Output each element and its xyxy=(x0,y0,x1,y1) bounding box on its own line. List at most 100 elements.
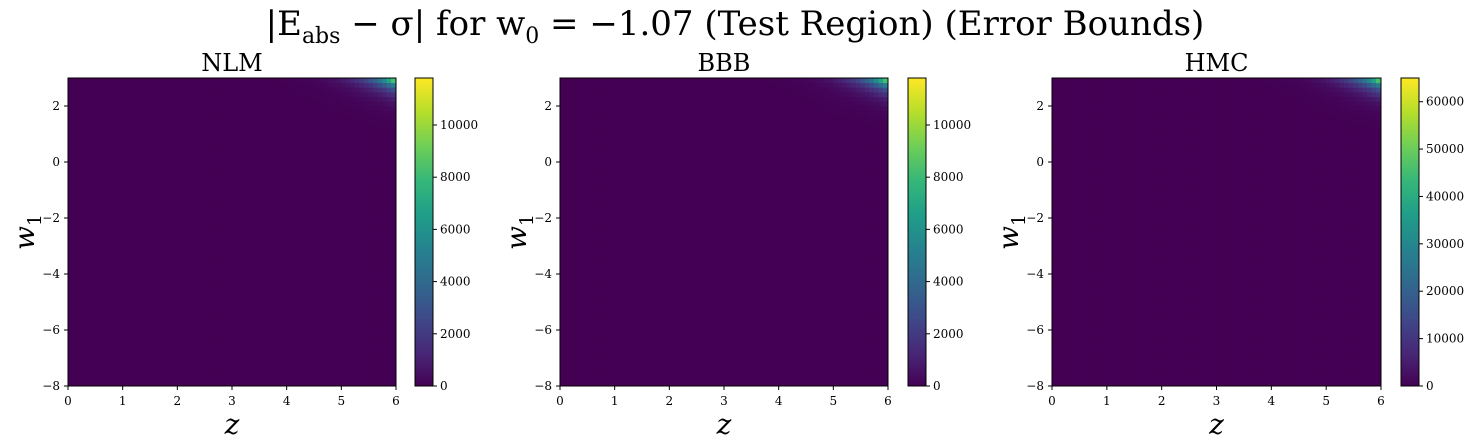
heatmap-cell xyxy=(327,264,333,270)
heatmap-cell xyxy=(386,366,392,373)
colorbar-segment xyxy=(415,226,433,230)
heatmap-cell xyxy=(145,245,151,252)
heatmap-cell xyxy=(186,217,192,224)
y-axis-label: w1 xyxy=(8,214,46,250)
heatmap-cell xyxy=(176,292,183,298)
heatmap-cell xyxy=(231,329,237,336)
heatmap-cell xyxy=(204,156,210,163)
heatmap-cell xyxy=(331,324,338,331)
heatmap-cell xyxy=(195,329,201,336)
heatmap-cell xyxy=(318,282,324,289)
heatmap-cell xyxy=(559,231,565,238)
heatmap-cell xyxy=(154,161,160,168)
heatmap-cell xyxy=(350,254,356,261)
heatmap-cell xyxy=(236,133,242,140)
heatmap-cell xyxy=(336,273,342,280)
heatmap-cell xyxy=(559,315,565,322)
heatmap-cell xyxy=(377,114,383,121)
heatmap-cell xyxy=(181,254,187,261)
heatmap-cell xyxy=(154,198,160,205)
heatmap-cell xyxy=(313,296,319,303)
heatmap-cell xyxy=(340,82,347,88)
colorbar-segment xyxy=(415,365,433,369)
heatmap-cell xyxy=(377,166,383,172)
heatmap-cell xyxy=(281,142,288,149)
heatmap-cell xyxy=(186,82,192,88)
heatmap-cell xyxy=(122,180,128,186)
heatmap-cell xyxy=(85,264,92,270)
heatmap-cell xyxy=(186,91,192,98)
heatmap-cell xyxy=(222,306,228,312)
heatmap-cell xyxy=(81,287,87,294)
heatmap-cell xyxy=(336,208,342,214)
heatmap-cell xyxy=(131,268,137,275)
heatmap-cell xyxy=(345,138,351,144)
heatmap-cell xyxy=(227,119,233,126)
heatmap-cell xyxy=(327,273,333,280)
heatmap-cell xyxy=(76,306,83,312)
heatmap-cell xyxy=(72,180,78,186)
heatmap-cell xyxy=(277,198,283,205)
heatmap-cell xyxy=(145,110,151,116)
heatmap-cell xyxy=(564,380,570,387)
heatmap-cell xyxy=(327,320,333,326)
heatmap-cell xyxy=(113,287,119,294)
heatmap-cell xyxy=(117,236,124,242)
heatmap-cell xyxy=(327,348,333,354)
heatmap-cell xyxy=(345,208,351,214)
heatmap-cell xyxy=(167,320,174,326)
heatmap-cell xyxy=(381,245,388,252)
heatmap-cell xyxy=(145,320,151,326)
heatmap-cell xyxy=(359,329,365,336)
heatmap-cell xyxy=(331,128,338,135)
heatmap-cell xyxy=(172,128,178,135)
heatmap-cell xyxy=(72,250,78,256)
heatmap-cell xyxy=(67,250,73,256)
heatmap-cell xyxy=(318,226,324,233)
heatmap-cell xyxy=(304,287,310,294)
heatmap-cell xyxy=(381,156,388,163)
heatmap-cell xyxy=(313,240,319,247)
heatmap-cell xyxy=(345,184,351,191)
heatmap-cell xyxy=(154,273,160,280)
heatmap-cell xyxy=(113,352,119,359)
heatmap-cell xyxy=(131,287,137,294)
heatmap-cell xyxy=(204,357,210,364)
heatmap-cell xyxy=(290,180,297,186)
heatmap-cell xyxy=(231,147,237,154)
heatmap-cell xyxy=(340,142,347,149)
heatmap-cell xyxy=(131,292,137,298)
heatmap-cell xyxy=(126,306,133,312)
heatmap-cell xyxy=(149,250,155,256)
heatmap-cell xyxy=(176,152,183,158)
heatmap-cell xyxy=(381,250,388,256)
heatmap-cell xyxy=(126,273,133,280)
heatmap-cell xyxy=(199,114,206,121)
heatmap-cell xyxy=(368,156,374,163)
heatmap-cell xyxy=(99,348,105,354)
heatmap-cell xyxy=(331,236,338,242)
heatmap-cell xyxy=(258,203,265,210)
heatmap-cell xyxy=(204,208,210,214)
heatmap-cell xyxy=(381,138,388,144)
heatmap-cell xyxy=(258,301,265,308)
heatmap-cell xyxy=(94,268,101,275)
heatmap-cell xyxy=(163,119,169,126)
heatmap-cell xyxy=(222,264,228,270)
heatmap-cell xyxy=(331,138,338,144)
heatmap-cell xyxy=(231,334,237,340)
heatmap-cell xyxy=(295,320,301,326)
heatmap-cell xyxy=(140,273,146,280)
heatmap-cell xyxy=(309,152,315,158)
heatmap-cell xyxy=(190,240,196,247)
heatmap-cell xyxy=(263,194,269,200)
heatmap-cell xyxy=(254,338,260,345)
heatmap-cell xyxy=(559,170,565,177)
heatmap-cell xyxy=(154,82,160,88)
heatmap-cell xyxy=(72,278,78,284)
heatmap-cell xyxy=(81,119,87,126)
heatmap-cell xyxy=(122,222,128,228)
heatmap-cell xyxy=(299,306,306,312)
heatmap-cell xyxy=(268,156,274,163)
title-sub-0: 0 xyxy=(525,23,540,49)
